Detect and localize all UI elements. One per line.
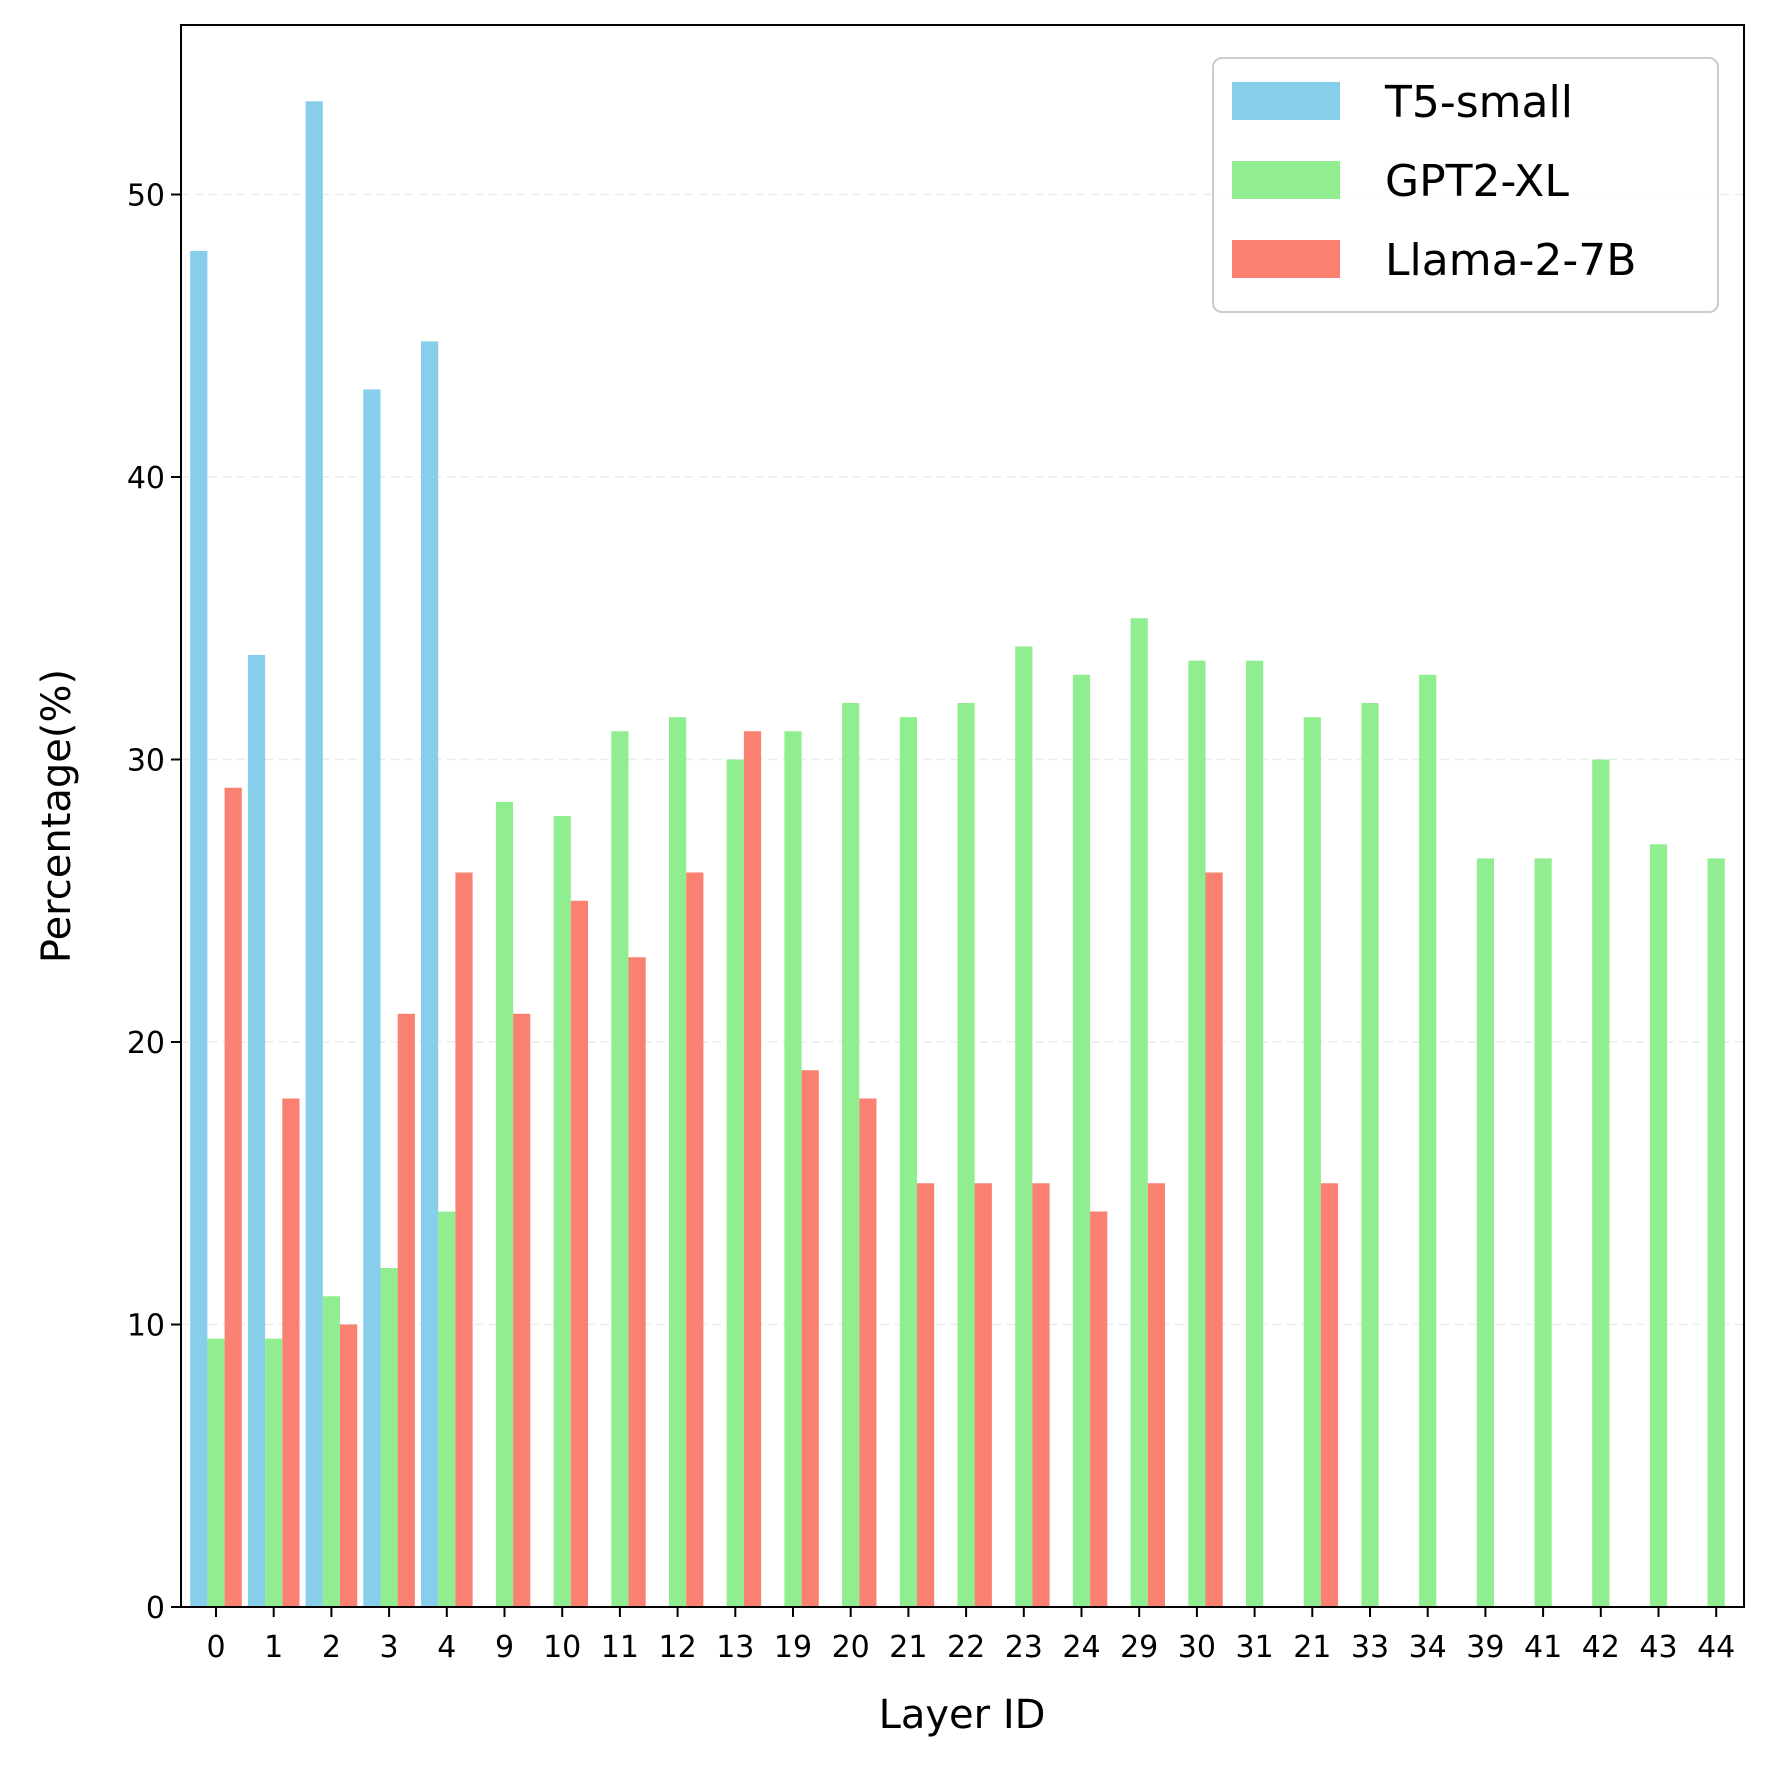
- bar-gpt2-xl-9: [495, 801, 514, 1607]
- x-tick-label: 0: [206, 1630, 225, 1665]
- bar-gpt2-xl-43: [1649, 844, 1668, 1607]
- x-tick-label: 42: [1582, 1630, 1620, 1665]
- y-tick-label: 40: [127, 461, 165, 496]
- bar-llama-2-7b-30: [1205, 872, 1223, 1607]
- bar-llama-2-7b-11: [628, 957, 646, 1607]
- bar-t5-small-1: [247, 654, 266, 1607]
- bar-llama-2-7b-10: [570, 900, 588, 1607]
- x-tick-label: 4: [437, 1630, 456, 1665]
- x-tick-label: 10: [543, 1630, 581, 1665]
- bar-llama-2-7b-0: [224, 787, 242, 1607]
- x-tick-label: 31: [1236, 1630, 1274, 1665]
- bar-llama-2-7b-12: [686, 872, 704, 1607]
- bar-gpt2-xl-13: [726, 759, 744, 1607]
- bar-gpt2-xl-3: [380, 1268, 398, 1607]
- bar-gpt2-xl-39: [1476, 858, 1494, 1607]
- x-tick-label: 44: [1697, 1630, 1735, 1665]
- bar-gpt2-xl-21: [899, 717, 917, 1607]
- bar-t5-small-0: [190, 251, 208, 1607]
- x-tick-label: 34: [1409, 1630, 1447, 1665]
- legend: T5-small GPT2-XL Llama-2-7B: [1212, 57, 1719, 313]
- bar-gpt2-xl-30: [1188, 660, 1206, 1607]
- bar-llama-2-7b-22: [974, 1183, 992, 1607]
- legend-label: Llama-2-7B: [1385, 235, 1636, 286]
- bar-gpt2-xl-22: [957, 703, 975, 1607]
- x-tick-label: 20: [832, 1630, 870, 1665]
- y-tick-label: 0: [146, 1591, 165, 1626]
- bar-gpt2-xl-19: [784, 731, 802, 1607]
- bar-t5-small-2: [305, 101, 323, 1607]
- x-tick-label: 29: [1120, 1630, 1158, 1665]
- x-tick-label: 23: [1005, 1630, 1043, 1665]
- x-tick-label: 2: [322, 1630, 341, 1665]
- bar-gpt2-xl-4: [438, 1211, 456, 1607]
- legend-swatch-llama-2-7b: [1232, 240, 1340, 278]
- x-tick-label: 12: [659, 1630, 697, 1665]
- bar-gpt2-xl-12: [669, 717, 687, 1607]
- bar-gpt2-xl-42: [1592, 759, 1610, 1607]
- x-tick-label: 22: [947, 1630, 985, 1665]
- plot-frame: [180, 24, 1745, 1608]
- bar-llama-2-7b-9: [513, 1013, 531, 1607]
- y-tick-label: 30: [127, 744, 165, 779]
- x-axis-title: Layer ID: [879, 1692, 1046, 1738]
- x-tick-label: 43: [1639, 1630, 1677, 1665]
- y-tick-label: 10: [127, 1309, 165, 1344]
- legend-label: GPT2-XL: [1385, 156, 1569, 207]
- x-tick-label: 11: [601, 1630, 639, 1665]
- bar-gpt2-xl-11: [611, 731, 629, 1607]
- x-tick-label: 21: [1293, 1630, 1331, 1665]
- bar-gpt2-xl-29: [1130, 618, 1148, 1607]
- bar-gpt2-xl-24: [1072, 674, 1091, 1607]
- x-tick-label: 3: [380, 1630, 399, 1665]
- bar-gpt2-xl-33: [1361, 703, 1379, 1607]
- bar-gpt2-xl-44: [1707, 858, 1725, 1607]
- bar-llama-2-7b-21: [1320, 1183, 1339, 1607]
- bar-t5-small-3: [363, 389, 381, 1607]
- y-axis: 0 10 20 30 40 50: [127, 179, 181, 1626]
- x-tick-label: 41: [1524, 1630, 1562, 1665]
- y-axis-title: Percentage(%): [34, 669, 80, 963]
- y-tick-label: 50: [127, 179, 165, 214]
- bar-llama-2-7b-20: [859, 1098, 877, 1607]
- x-tick-label: 9: [495, 1630, 514, 1665]
- bar-llama-2-7b-24: [1090, 1211, 1108, 1607]
- x-tick-label: 21: [889, 1630, 927, 1665]
- bar-t5-small-4: [421, 341, 439, 1607]
- x-tick-label: 33: [1351, 1630, 1389, 1665]
- bar-gpt2-xl-31: [1246, 660, 1264, 1607]
- bar-gpt2-xl-34: [1419, 674, 1437, 1607]
- y-tick-label: 20: [127, 1026, 165, 1061]
- x-tick-label: 30: [1178, 1630, 1216, 1665]
- legend-swatch-gpt2-xl: [1232, 161, 1340, 199]
- bar-gpt2-xl-1: [265, 1338, 283, 1607]
- bar-llama-2-7b-29: [1147, 1183, 1165, 1607]
- x-tick-label: 24: [1062, 1630, 1100, 1665]
- bar-gpt2-xl-20: [842, 703, 860, 1607]
- bar-llama-2-7b-13: [743, 731, 762, 1607]
- bar-llama-2-7b-2: [340, 1324, 358, 1607]
- x-axis: 0 1 2 3 4 9 10 11 12 13 19 20 21 22 23 24 29 30 31 21 33 34 39…: [206, 1607, 1735, 1665]
- bar-gpt2-xl-21: [1303, 717, 1321, 1607]
- x-tick-label: 13: [716, 1630, 754, 1665]
- bar-llama-2-7b-19: [801, 1070, 819, 1607]
- bar-llama-2-7b-3: [397, 1013, 415, 1607]
- legend-swatch-t5-small: [1232, 82, 1340, 120]
- x-tick-label: 1: [264, 1630, 283, 1665]
- bars: [190, 101, 1725, 1607]
- bar-gpt2-xl-23: [1015, 646, 1033, 1607]
- bar-llama-2-7b-23: [1032, 1183, 1050, 1607]
- bar-llama-2-7b-4: [455, 872, 473, 1607]
- bar-gpt2-xl-10: [553, 816, 571, 1607]
- bar-gpt2-xl-0: [207, 1338, 225, 1607]
- x-tick-label: 39: [1466, 1630, 1504, 1665]
- bar-gpt2-xl-41: [1534, 858, 1552, 1607]
- legend-label: T5-small: [1384, 77, 1573, 128]
- bar-gpt2-xl-2: [322, 1296, 340, 1607]
- bar-llama-2-7b-21: [917, 1183, 935, 1607]
- x-tick-label: 19: [774, 1630, 812, 1665]
- bar-llama-2-7b-1: [282, 1098, 300, 1607]
